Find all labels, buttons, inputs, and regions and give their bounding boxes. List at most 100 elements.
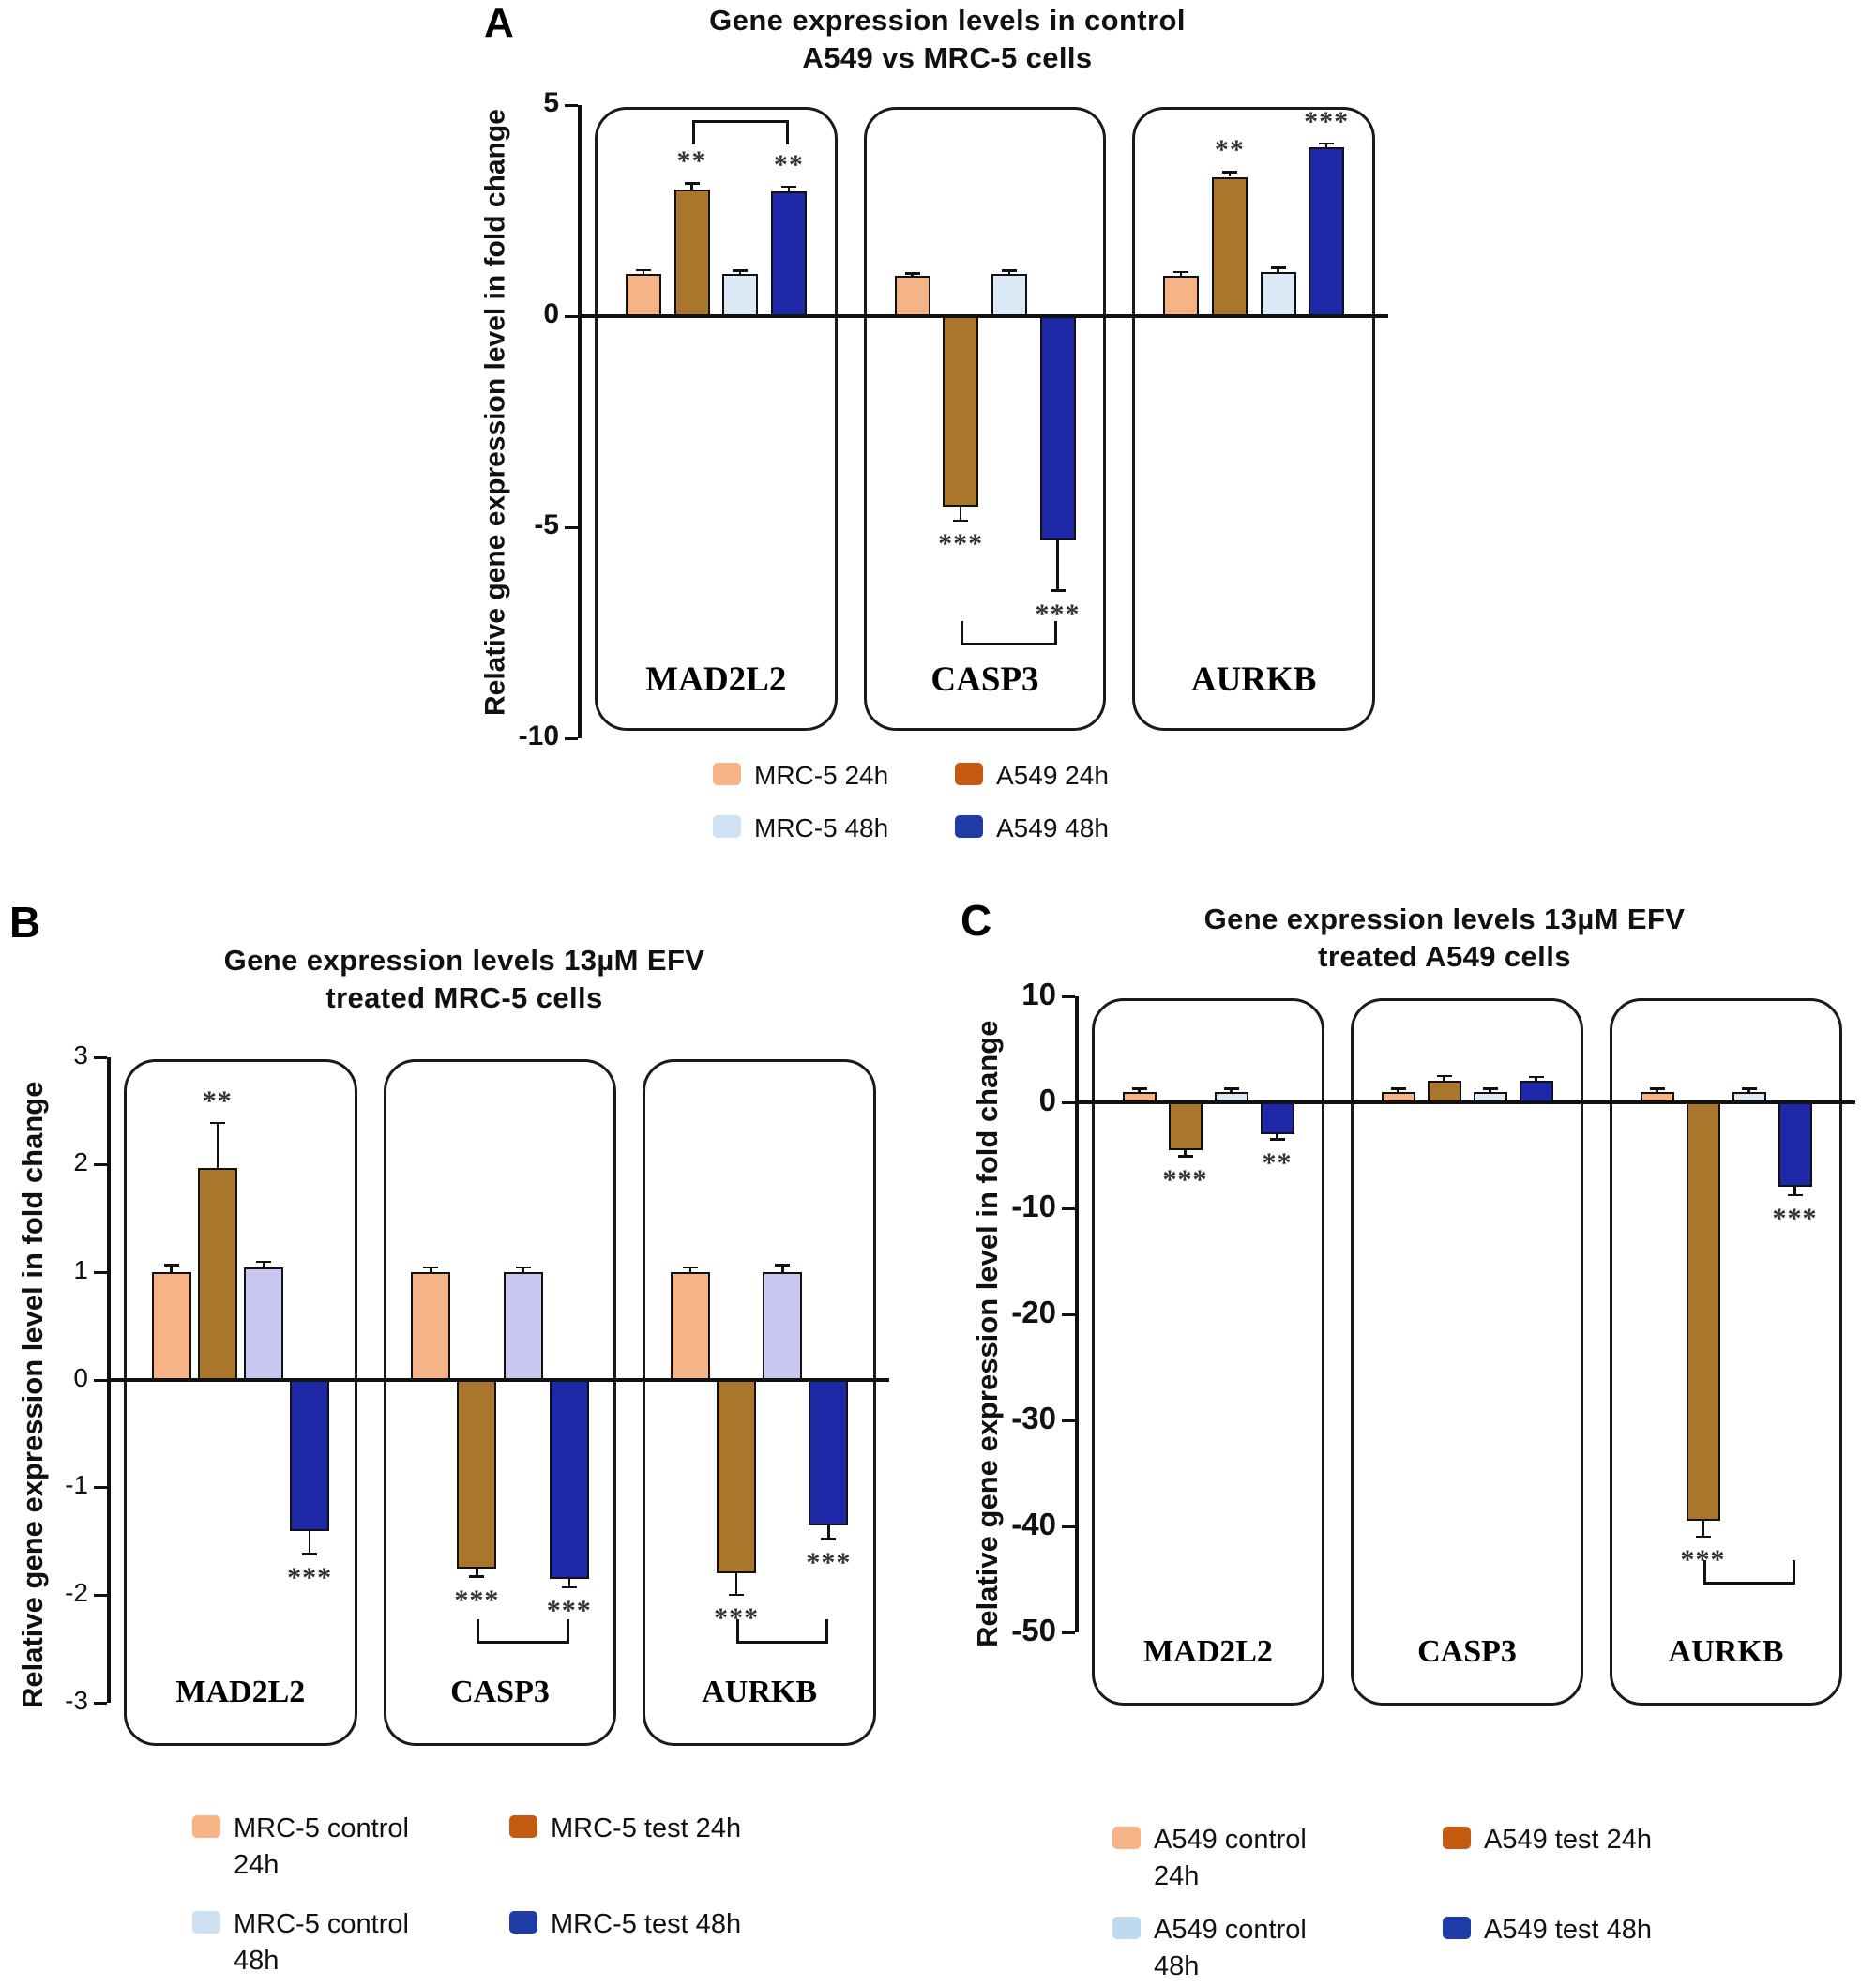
- error-bar: [787, 186, 791, 192]
- significance-casp3-a549-24h: ***: [938, 528, 984, 560]
- legend-label: A549 24h: [996, 761, 1109, 790]
- legend-swatch-icon: [192, 1911, 220, 1934]
- error-bar-cap: [780, 185, 796, 189]
- gene-label-casp3: CASP3: [450, 1675, 550, 1709]
- bar-a549-24h-mad2l2: [673, 190, 710, 316]
- y-axis-tick: [565, 314, 578, 318]
- error-bar: [262, 1261, 265, 1267]
- error-bar: [1656, 1088, 1658, 1092]
- panel-c-legend: A549 control 24h A549 test 24h A549 contro…: [1112, 1822, 1652, 1986]
- legend-swatch-icon: [509, 1815, 537, 1838]
- bar-mrc-5-control-48h-mad2l2: [243, 1267, 283, 1380]
- bar-a549-24h-aurkb: [1211, 176, 1248, 316]
- bar-mrc-5-24h-casp3: [894, 276, 930, 316]
- error-bar: [1324, 143, 1328, 147]
- bar-mrc-5-test-48h-casp3: [549, 1380, 589, 1580]
- error-bar-cap: [953, 519, 969, 523]
- gene-label-aurkb: AURKB: [1190, 660, 1317, 699]
- legend-item-mrc-5-control-24h: MRC-5 control 24h: [192, 1811, 509, 1884]
- error-bar-cap: [1001, 269, 1017, 272]
- error-bar: [959, 506, 962, 522]
- bar-a549-48h-casp3: [1039, 316, 1076, 540]
- legend-swatch-icon: [713, 763, 741, 785]
- error-bar: [688, 1267, 692, 1273]
- significance-mad2l2-a549-test-48h: **: [1262, 1146, 1293, 1178]
- group-box-aurkb: [1610, 998, 1842, 1706]
- error-bar-cap: [1528, 1075, 1544, 1079]
- error-bar: [170, 1265, 173, 1273]
- error-bar-cap: [1482, 1087, 1498, 1090]
- error-bar-cap: [821, 1538, 837, 1540]
- legend-item-a549-24h: A549 24h: [955, 758, 1109, 794]
- legend-swatch-icon: [955, 763, 983, 785]
- legend-label: A549 48h: [996, 812, 1109, 842]
- comparison-bracket: [1702, 1560, 1795, 1585]
- zero-baseline: [1079, 1100, 1855, 1104]
- error-bar: [1793, 1187, 1796, 1196]
- y-axis-tick: [1062, 1524, 1075, 1528]
- panel-b-plot-area: 3 2 1 0 -1 -2 -3 MAD2L2 ** *** CASP3 *** *** AURKB ***…: [65, 1040, 889, 1746]
- y-axis-tick-label: -2: [65, 1578, 88, 1608]
- error-bar: [1228, 172, 1232, 177]
- legend-item-mrc-5-control-48h: MRC-5 control 48h: [192, 1906, 509, 1979]
- y-axis-tick: [1062, 1206, 1075, 1210]
- panel-b: B Gene expression levels 13µM EFV treate…: [0, 893, 933, 1987]
- bar-mrc-5-test-48h-aurkb: [809, 1380, 849, 1525]
- legend-label: A549 control 24h: [1154, 1825, 1307, 1892]
- error-bar: [1397, 1088, 1399, 1092]
- y-axis-tick: [1062, 994, 1075, 998]
- error-bar: [734, 1573, 738, 1596]
- panel-c-title: Gene expression levels 13µM EFV treated …: [1203, 902, 1686, 974]
- error-bar-cap: [635, 268, 651, 271]
- bar-a549-test-48h-mad2l2: [1260, 1102, 1294, 1134]
- bar-mrc-5-control-48h-casp3: [503, 1272, 543, 1380]
- bar-a549-test-24h-mad2l2: [1168, 1102, 1203, 1150]
- error-bar-cap: [1695, 1535, 1711, 1539]
- error-bar-cap: [1223, 1087, 1239, 1090]
- error-bar-cap: [1319, 142, 1335, 144]
- error-bar-cap: [729, 1593, 745, 1597]
- y-axis-tick-label: 1: [73, 1255, 88, 1285]
- error-bar-cap: [684, 182, 700, 185]
- legend-item-a549-control-48h: A549 control 48h: [1112, 1912, 1443, 1985]
- group-box-mad2l2: [1092, 998, 1324, 1706]
- error-bar-cap: [1270, 266, 1286, 269]
- error-bar: [642, 269, 645, 274]
- bar-mrc-5-48h-mad2l2: [722, 274, 759, 316]
- error-bar: [216, 1122, 219, 1169]
- legend-label: MRC-5 control 48h: [234, 1909, 409, 1977]
- bar-mrc-5-48h-aurkb: [1260, 271, 1296, 316]
- error-bar-cap: [1177, 1155, 1193, 1158]
- bar-mrc-5-48h-casp3: [991, 274, 1027, 316]
- legend-label: A549 control 48h: [1154, 1915, 1307, 1982]
- error-bar: [911, 273, 914, 277]
- panel-a: A Gene expression levels in control A549…: [450, 0, 1491, 889]
- y-axis-tick-label: -5: [534, 508, 559, 540]
- panel-a-title: Gene expression levels in control A549 v…: [709, 4, 1186, 75]
- y-axis-tick: [1062, 1631, 1075, 1634]
- comparison-bracket: [961, 621, 1058, 645]
- group-box-aurkb: [1132, 107, 1375, 731]
- legend-label: MRC-5 test 48h: [551, 1909, 742, 1940]
- error-bar-cap: [302, 1553, 318, 1555]
- bar-a549-test-24h-casp3: [1427, 1081, 1461, 1102]
- y-axis-tick: [94, 1270, 107, 1274]
- error-bar-cap: [1269, 1138, 1285, 1141]
- group-box-casp3: [863, 107, 1107, 731]
- group-box-mad2l2: [595, 107, 838, 731]
- panel-c: C Gene expression levels 13µM EFV treate…: [947, 893, 1876, 1987]
- error-bar: [1443, 1075, 1445, 1082]
- legend-swatch-icon: [1443, 1917, 1471, 1940]
- bar-mrc-5-24h-aurkb: [1163, 276, 1200, 316]
- error-bar-cap: [1173, 270, 1189, 274]
- significance-mad2l2-mrc-5-test-24h: **: [202, 1085, 233, 1116]
- legend-item-mrc-5-24h: MRC-5 24h: [713, 758, 955, 794]
- bar-mrc-5-test-24h-aurkb: [717, 1380, 757, 1574]
- significance-aurkb-mrc-5-test-48h: ***: [806, 1546, 852, 1578]
- error-bar-cap: [1741, 1087, 1757, 1090]
- y-axis-tick-label: -3: [65, 1685, 88, 1715]
- error-bar: [827, 1524, 830, 1540]
- significance-mad2l2-a549-24h: **: [676, 145, 707, 177]
- y-axis-tick: [1062, 1100, 1075, 1104]
- y-axis-tick-label: 0: [543, 297, 559, 329]
